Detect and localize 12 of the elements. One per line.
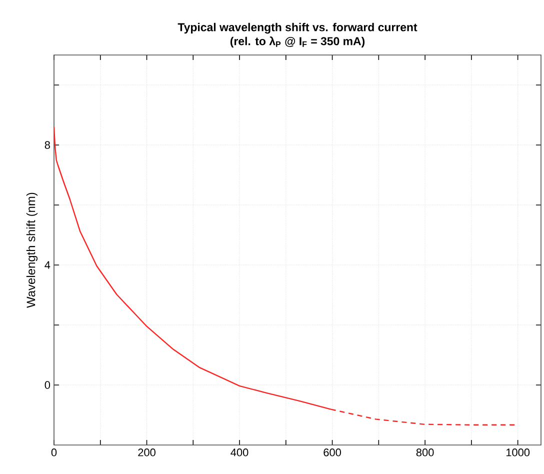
x-tick-label: 400 [230, 448, 248, 456]
chart-subtitle: (rel. to λ$_{P}$ @ I$_{F}$ = 350 mA) [230, 36, 365, 48]
x-tick-label: 200 [138, 448, 156, 456]
x-tick-label: 0 [51, 448, 57, 456]
chart-title: Typical wavelength shift vs. forward current [178, 22, 418, 34]
x-tick-label: 600 [324, 448, 341, 456]
y-tick-label: 8 [44, 141, 50, 149]
y-tick-label: 0 [44, 381, 50, 389]
y-axis-title: Wavelength shift (nm) [26, 192, 38, 308]
x-tick-label: 1000 [506, 448, 530, 456]
y-tick-label: 4 [44, 261, 50, 269]
x-tick-label: 800 [416, 448, 434, 456]
